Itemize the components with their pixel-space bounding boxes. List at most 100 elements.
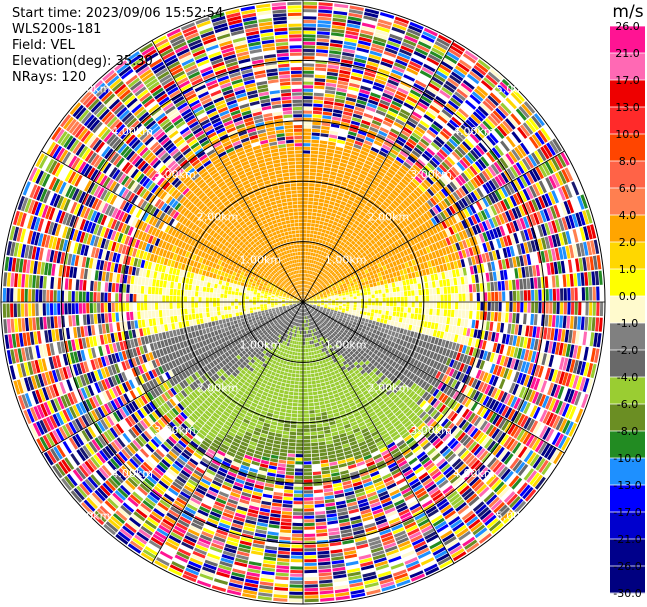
velocity-bin (379, 167, 387, 174)
velocity-bin (317, 434, 325, 439)
velocity-bin (364, 223, 371, 229)
velocity-bin (371, 215, 378, 221)
velocity-bin (442, 279, 447, 287)
velocity-bin (308, 348, 311, 352)
velocity-bin (315, 518, 326, 523)
velocity-bin (317, 543, 329, 548)
velocity-bin (375, 305, 379, 310)
velocity-bin (326, 373, 332, 378)
velocity-bin (320, 404, 326, 409)
velocity-bin (308, 186, 315, 191)
velocity-bin (420, 138, 430, 147)
velocity-bin (457, 62, 470, 73)
velocity-bin (384, 47, 398, 55)
velocity-bin (429, 50, 443, 60)
velocity-bin (318, 561, 331, 566)
velocity-bin (359, 33, 373, 40)
velocity-bin (319, 401, 325, 406)
velocity-bin (339, 128, 348, 134)
velocity-bin (530, 277, 534, 289)
velocity-bin (303, 1, 318, 6)
velocity-bin (350, 226, 356, 232)
velocity-bin (303, 341, 306, 345)
velocity-bin (364, 109, 375, 116)
velocity-bin (373, 116, 383, 123)
velocity-bin (391, 26, 406, 35)
velocity-bin (317, 20, 331, 25)
velocity-bin (415, 271, 420, 278)
velocity-bin (316, 38, 330, 43)
velocity-bin (313, 107, 323, 111)
velocity-bin (363, 277, 368, 282)
velocity-bin (376, 187, 383, 194)
velocity-bin (378, 306, 382, 310)
velocity-bin (464, 50, 479, 61)
velocity-bin (323, 170, 331, 175)
velocity-bin (371, 309, 375, 313)
velocity-bin (341, 118, 351, 124)
velocity-bin (437, 67, 450, 77)
velocity-bin (314, 190, 320, 195)
velocity-bin (336, 143, 345, 148)
velocity-bin (316, 423, 323, 428)
velocity-bin (449, 317, 454, 325)
velocity-bin (326, 388, 332, 393)
velocity-bin (319, 360, 323, 365)
velocity-bin (364, 322, 368, 327)
velocity-bin (429, 295, 433, 302)
velocity-bin (343, 41, 357, 47)
velocity-bin (397, 52, 411, 60)
velocity-bin (580, 316, 585, 330)
velocity-bin (342, 152, 351, 157)
velocity-bin (405, 279, 410, 285)
velocity-bin (331, 303, 335, 306)
velocity-bin (425, 111, 436, 120)
velocity-bin (338, 207, 344, 213)
velocity-bin (305, 348, 309, 353)
velocity-bin (338, 305, 342, 308)
velocity-bin (356, 290, 360, 294)
velocity-bin (338, 295, 342, 298)
velocity-bin (326, 410, 333, 415)
velocity-bin (376, 317, 381, 323)
velocity-bin (498, 302, 502, 312)
velocity-bin (367, 276, 372, 281)
velocity-bin (342, 293, 346, 296)
velocity-bin (324, 433, 332, 438)
velocity-bin (422, 135, 432, 144)
velocity-bin (496, 322, 501, 333)
velocity-bin (303, 233, 307, 237)
velocity-bin (458, 108, 469, 118)
velocity-bin (367, 130, 377, 137)
velocity-bin (345, 292, 349, 295)
velocity-bin (361, 317, 366, 322)
velocity-bin (328, 57, 341, 62)
velocity-bin (303, 334, 305, 338)
velocity-bin (324, 266, 328, 270)
velocity-bin (303, 103, 313, 107)
velocity-bin (322, 269, 326, 273)
velocity-bin (312, 205, 318, 209)
velocity-bin (328, 297, 332, 300)
velocity-bin (429, 288, 433, 295)
velocity-bin (426, 129, 437, 138)
velocity-bin (375, 268, 381, 273)
velocity-bin (441, 324, 446, 332)
velocity-bin (304, 330, 307, 334)
velocity-bin (388, 151, 397, 159)
velocity-bin (331, 213, 337, 218)
velocity-bin (401, 275, 406, 281)
velocity-bin (303, 110, 312, 114)
velocity-bin (324, 303, 328, 305)
velocity-bin (317, 254, 321, 258)
velocity-bin (336, 173, 344, 178)
velocity-bin (326, 443, 334, 448)
velocity-bin (428, 144, 438, 154)
velocity-bin (337, 80, 349, 86)
velocity-bin (398, 317, 403, 323)
velocity-bin (429, 302, 433, 309)
velocity-bin (332, 209, 338, 214)
velocity-bin (304, 277, 306, 281)
velocity-bin (310, 344, 313, 348)
